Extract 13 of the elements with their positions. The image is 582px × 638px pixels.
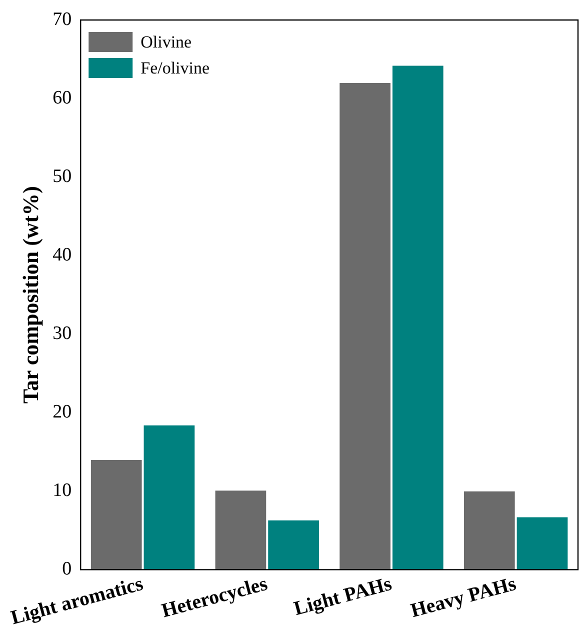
y-axis-title: Tar composition (wt%) (18, 186, 44, 404)
y-tick-label: 10 (52, 480, 72, 502)
y-tick-label: 70 (52, 8, 72, 30)
x-tick-label: Light PAHs (292, 572, 394, 620)
y-tick-label: 30 (52, 323, 72, 344)
legend-label: Olivine (140, 32, 192, 52)
y-tick-label: 50 (52, 166, 72, 188)
y-tick-label: 60 (52, 88, 72, 109)
y-tick-label: 40 (52, 244, 72, 266)
legend-label: Fe/olivine (140, 58, 210, 78)
x-tick-label: Heavy PAHs (408, 572, 519, 622)
y-tick-label: 20 (52, 402, 72, 423)
y-tick-label: 0 (62, 558, 72, 580)
